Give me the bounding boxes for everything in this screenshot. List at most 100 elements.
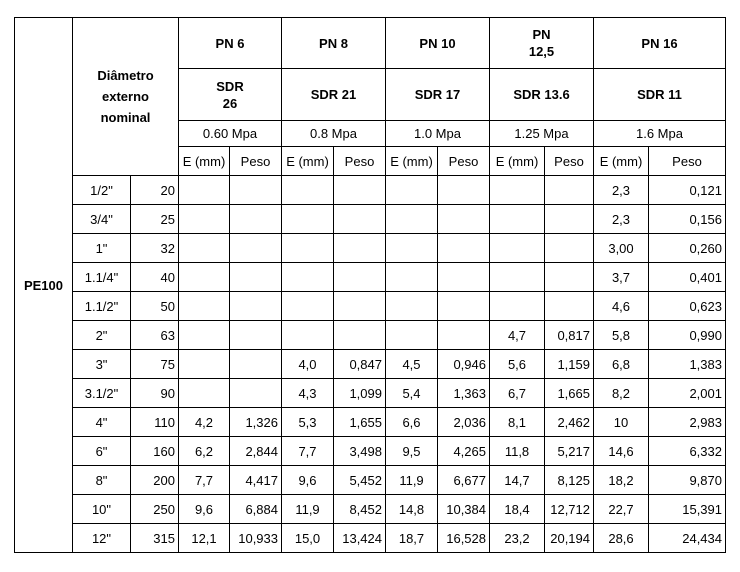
e-cell bbox=[281, 175, 334, 205]
table-row: 3/4" 25 2,3 0,156 bbox=[15, 204, 726, 234]
e-cell bbox=[178, 204, 230, 234]
peso-cell: 6,884 bbox=[229, 494, 282, 524]
e-cell: 4,7 bbox=[489, 320, 545, 350]
peso-cell: 13,424 bbox=[333, 523, 386, 553]
e-cell: 18,4 bbox=[489, 494, 545, 524]
e-cell: 4,2 bbox=[178, 407, 230, 437]
peso-cell bbox=[229, 378, 282, 408]
peso-cell bbox=[229, 291, 282, 321]
table-row: 1.1/2" 50 4,6 0,623 bbox=[15, 291, 726, 321]
peso-cell: 15,391 bbox=[648, 494, 726, 524]
e-cell bbox=[178, 175, 230, 205]
peso-cell bbox=[437, 204, 490, 234]
sdr-header: SDR 26 bbox=[178, 68, 282, 121]
e-cell: 4,0 bbox=[281, 349, 334, 379]
e-cell: 12,1 bbox=[178, 523, 230, 553]
table-row: 6" 160 6,2 2,844 7,7 3,498 9,5 4,265 11,8 5,217 14… bbox=[15, 436, 726, 466]
e-cell: 3,00 bbox=[593, 233, 649, 263]
peso-cell: 5,452 bbox=[333, 465, 386, 495]
peso-cell: 0,121 bbox=[648, 175, 726, 205]
peso-cell: 1,159 bbox=[544, 349, 594, 379]
inch-cell: 3" bbox=[72, 349, 131, 379]
pn-header: PN 12,5 bbox=[489, 17, 594, 69]
peso-cell: 6,332 bbox=[648, 436, 726, 466]
e-cell bbox=[178, 233, 230, 263]
peso-cell bbox=[333, 320, 386, 350]
peso-cell: 2,001 bbox=[648, 378, 726, 408]
peso-cell bbox=[333, 204, 386, 234]
table-row: 10" 250 9,6 6,884 11,9 8,452 14,8 10,384 18,4 12,… bbox=[15, 494, 726, 524]
e-cell: 9,5 bbox=[385, 436, 438, 466]
e-cell bbox=[385, 262, 438, 292]
e-cell bbox=[385, 320, 438, 350]
peso-cell: 2,844 bbox=[229, 436, 282, 466]
e-cell: 3,7 bbox=[593, 262, 649, 292]
mm-cell: 63 bbox=[130, 320, 179, 350]
peso-cell bbox=[437, 262, 490, 292]
e-cell bbox=[281, 291, 334, 321]
inch-cell: 1" bbox=[72, 233, 131, 263]
pn-header: PN 16 bbox=[593, 17, 726, 69]
pn-header: PN 8 bbox=[281, 17, 386, 69]
mm-cell: 110 bbox=[130, 407, 179, 437]
e-cell: 4,5 bbox=[385, 349, 438, 379]
table-row: 8" 200 7,7 4,417 9,6 5,452 11,9 6,677 14,7 8,125 1… bbox=[15, 465, 726, 495]
e-cell: 6,7 bbox=[489, 378, 545, 408]
peso-cell: 0,990 bbox=[648, 320, 726, 350]
e-cell: 5,3 bbox=[281, 407, 334, 437]
e-cell bbox=[385, 233, 438, 263]
peso-cell: 4,265 bbox=[437, 436, 490, 466]
pressure-header: 1.0 Mpa bbox=[385, 120, 490, 147]
e-cell: 4,3 bbox=[281, 378, 334, 408]
pressure-header: 1.6 Mpa bbox=[593, 120, 726, 147]
peso-header: Peso bbox=[333, 146, 386, 176]
table-row: 2" 63 4,7 0,817 5,8 0,990 bbox=[15, 320, 726, 350]
peso-cell bbox=[229, 262, 282, 292]
e-cell: 8,1 bbox=[489, 407, 545, 437]
mm-cell: 50 bbox=[130, 291, 179, 321]
table-row: SDR 26 SDR 21 SDR 17 SDR 13.6 SDR 11 bbox=[15, 68, 726, 121]
peso-header: Peso bbox=[229, 146, 282, 176]
e-cell bbox=[281, 204, 334, 234]
peso-cell: 5,217 bbox=[544, 436, 594, 466]
mm-cell: 90 bbox=[130, 378, 179, 408]
peso-cell: 0,817 bbox=[544, 320, 594, 350]
e-header: E (mm) bbox=[489, 146, 545, 176]
e-cell bbox=[489, 262, 545, 292]
peso-cell bbox=[229, 320, 282, 350]
e-cell bbox=[385, 175, 438, 205]
e-cell bbox=[489, 233, 545, 263]
peso-cell bbox=[437, 233, 490, 263]
table-row: 3.1/2" 90 4,3 1,099 5,4 1,363 6,7 1,665 8,2 2,001 bbox=[15, 378, 726, 408]
pn-header: PN 10 bbox=[385, 17, 490, 69]
e-cell: 5,6 bbox=[489, 349, 545, 379]
peso-cell: 20,194 bbox=[544, 523, 594, 553]
peso-cell bbox=[333, 291, 386, 321]
peso-header: Peso bbox=[648, 146, 726, 176]
peso-cell: 1,665 bbox=[544, 378, 594, 408]
peso-cell bbox=[544, 175, 594, 205]
sdr-header: SDR 13.6 bbox=[489, 68, 594, 121]
e-cell: 22,7 bbox=[593, 494, 649, 524]
table-row: 1.1/4" 40 3,7 0,401 bbox=[15, 262, 726, 292]
peso-cell: 0,847 bbox=[333, 349, 386, 379]
peso-cell bbox=[437, 320, 490, 350]
peso-cell: 1,326 bbox=[229, 407, 282, 437]
e-cell: 7,7 bbox=[178, 465, 230, 495]
e-cell: 6,6 bbox=[385, 407, 438, 437]
peso-cell bbox=[333, 175, 386, 205]
e-cell: 2,3 bbox=[593, 204, 649, 234]
e-cell: 10 bbox=[593, 407, 649, 437]
peso-cell: 8,125 bbox=[544, 465, 594, 495]
inch-cell: 3.1/2" bbox=[72, 378, 131, 408]
e-cell: 14,7 bbox=[489, 465, 545, 495]
peso-cell: 10,933 bbox=[229, 523, 282, 553]
inch-cell: 1.1/2" bbox=[72, 291, 131, 321]
inch-cell: 8" bbox=[72, 465, 131, 495]
e-header: E (mm) bbox=[178, 146, 230, 176]
peso-cell: 0,401 bbox=[648, 262, 726, 292]
e-cell: 18,2 bbox=[593, 465, 649, 495]
mm-cell: 250 bbox=[130, 494, 179, 524]
e-cell bbox=[489, 291, 545, 321]
mm-cell: 75 bbox=[130, 349, 179, 379]
